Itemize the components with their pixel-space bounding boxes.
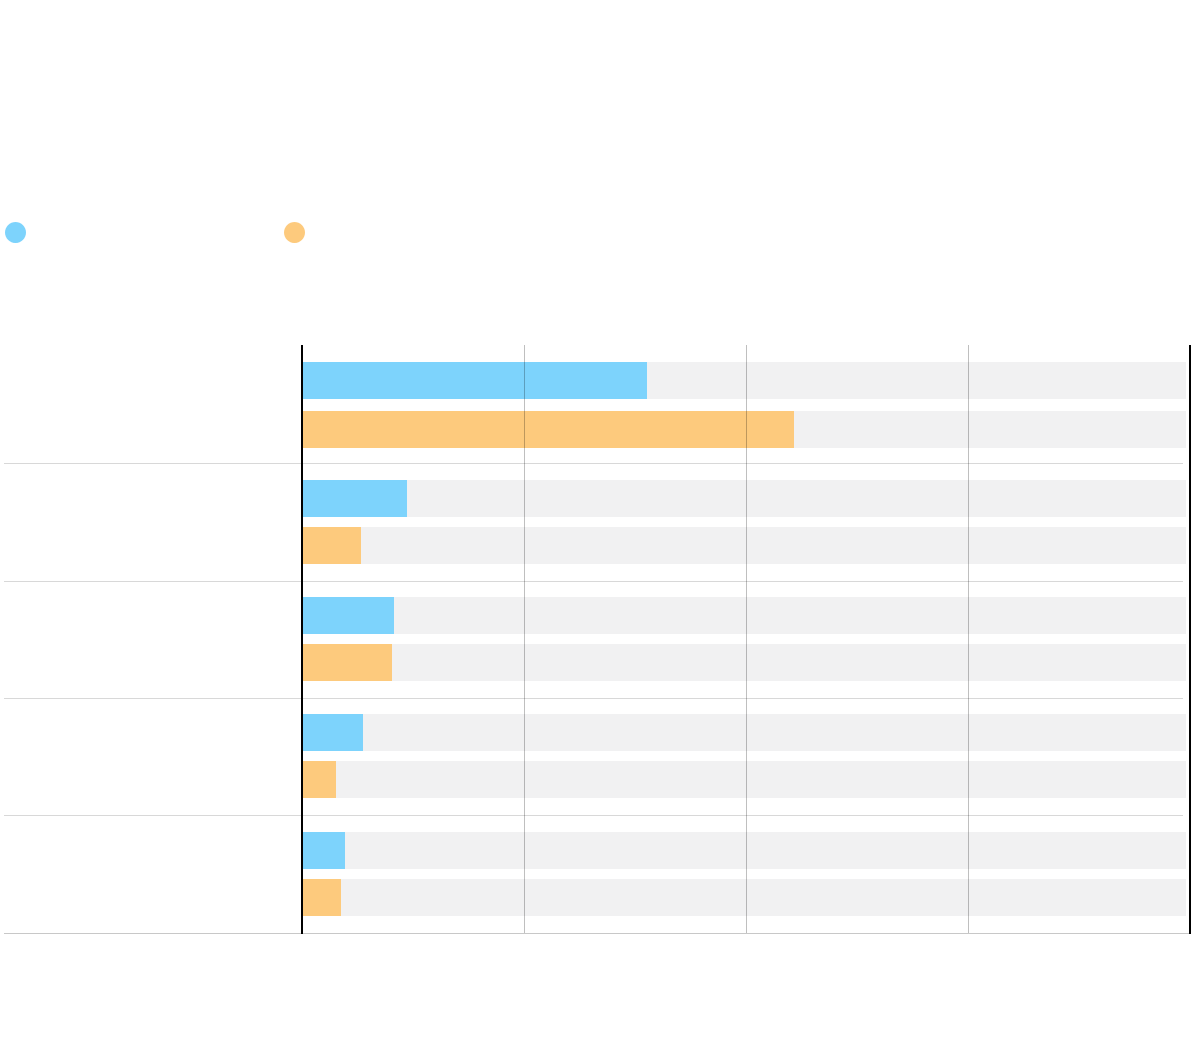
bar-series2-group1[interactable] bbox=[303, 411, 794, 448]
legend-item-series2 bbox=[284, 221, 313, 243]
bar-track bbox=[303, 832, 1186, 869]
row-separator bbox=[4, 463, 1183, 464]
x-axis-baseline bbox=[4, 933, 1190, 934]
row-separator bbox=[4, 581, 1183, 582]
bar-series1-group2[interactable] bbox=[303, 480, 408, 517]
bar-series1-group5[interactable] bbox=[303, 832, 346, 869]
bar-series2-group5[interactable] bbox=[303, 879, 341, 916]
bar-series2-group4[interactable] bbox=[303, 761, 337, 798]
bar-track bbox=[303, 714, 1186, 751]
bar-track bbox=[303, 527, 1186, 564]
legend-swatch-series2-icon bbox=[284, 221, 305, 243]
bar-track bbox=[303, 480, 1186, 517]
row-separator bbox=[4, 815, 1183, 816]
bar-track bbox=[303, 644, 1186, 681]
right-frame-line bbox=[1189, 345, 1191, 934]
bar-track bbox=[303, 879, 1186, 916]
legend-item-series1 bbox=[5, 221, 34, 243]
legend-swatch-series1-icon bbox=[5, 221, 26, 243]
gridline bbox=[746, 345, 747, 933]
bar-track bbox=[303, 761, 1186, 798]
bar-series2-group3[interactable] bbox=[303, 644, 392, 681]
bar-series1-group4[interactable] bbox=[303, 714, 363, 751]
bar-series1-group3[interactable] bbox=[303, 597, 394, 634]
y-axis-line bbox=[301, 345, 303, 934]
bar-track bbox=[303, 597, 1186, 634]
bar-series1-group1[interactable] bbox=[303, 362, 648, 399]
row-separator bbox=[4, 698, 1183, 699]
gridline bbox=[968, 345, 969, 933]
gridline bbox=[524, 345, 525, 933]
bar-series2-group2[interactable] bbox=[303, 527, 361, 564]
